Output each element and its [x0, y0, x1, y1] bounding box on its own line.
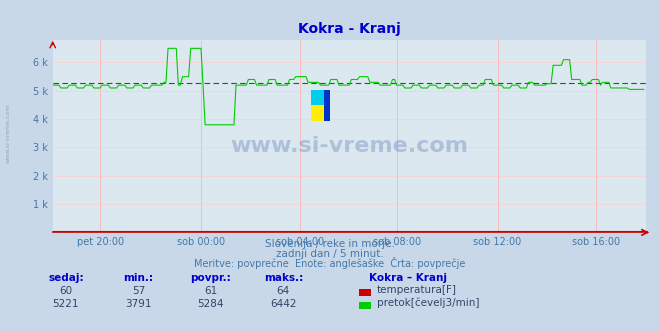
Text: www.si-vreme.com: www.si-vreme.com: [5, 103, 11, 163]
Text: Meritve: povprečne  Enote: anglešaške  Črta: povprečje: Meritve: povprečne Enote: anglešaške Črt…: [194, 257, 465, 269]
Text: Kokra – Kranj: Kokra – Kranj: [369, 273, 447, 283]
Text: min.:: min.:: [123, 273, 154, 283]
Bar: [310, 105, 324, 121]
Text: 57: 57: [132, 286, 145, 296]
Text: 64: 64: [277, 286, 290, 296]
Text: 60: 60: [59, 286, 72, 296]
Text: 6442: 6442: [270, 299, 297, 309]
Bar: [310, 90, 324, 105]
Text: pretok[čevelj3/min]: pretok[čevelj3/min]: [377, 298, 480, 308]
Text: www.si-vreme.com: www.si-vreme.com: [230, 136, 469, 156]
Text: Slovenija / reke in morje.: Slovenija / reke in morje.: [264, 239, 395, 249]
Bar: [324, 90, 330, 121]
Text: sedaj:: sedaj:: [48, 273, 84, 283]
Text: povpr.:: povpr.:: [190, 273, 231, 283]
Text: 61: 61: [204, 286, 217, 296]
Text: maks.:: maks.:: [264, 273, 303, 283]
Text: 5221: 5221: [53, 299, 79, 309]
Text: zadnji dan / 5 minut.: zadnji dan / 5 minut.: [275, 249, 384, 259]
Text: temperatura[F]: temperatura[F]: [377, 285, 457, 295]
Text: 3791: 3791: [125, 299, 152, 309]
Title: Kokra - Kranj: Kokra - Kranj: [298, 22, 401, 36]
Text: 5284: 5284: [198, 299, 224, 309]
